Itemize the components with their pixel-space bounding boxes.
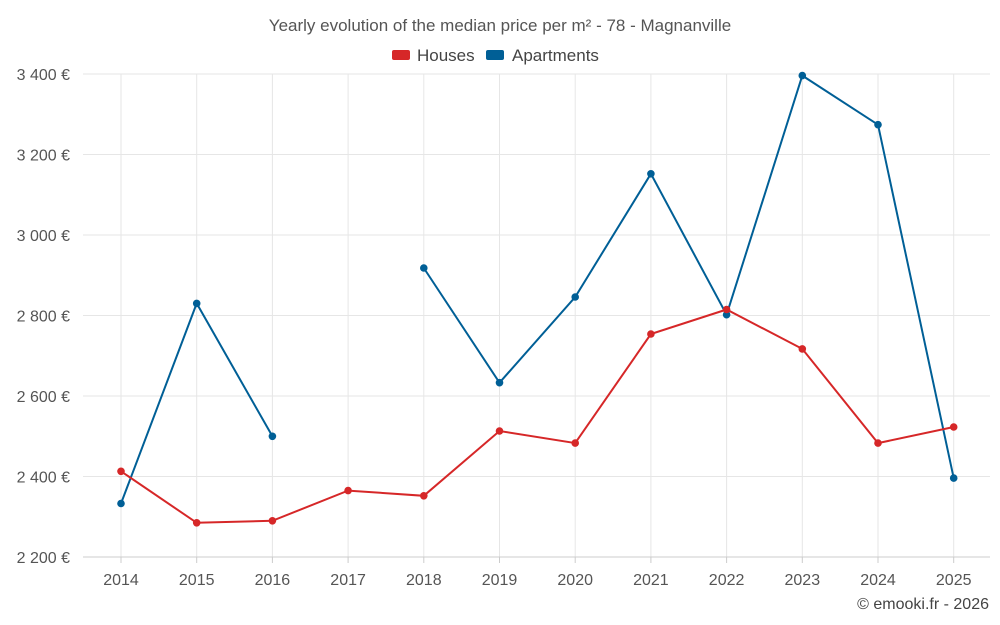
x-tick-label: 2025 — [936, 572, 972, 589]
data-point-apartments-2021[interactable] — [647, 170, 655, 178]
y-tick-label: 3 200 € — [17, 148, 70, 165]
x-tick-label: 2021 — [633, 572, 669, 589]
x-axis-ticks: 2014 2015 2016 2017 2018 2019 2020 2021 2022 2023… — [103, 557, 972, 589]
x-tick-label: 2016 — [255, 572, 291, 589]
data-point-houses-2021[interactable] — [647, 330, 655, 338]
legend-swatch-apartments — [486, 50, 504, 60]
data-point-houses-2025[interactable] — [949, 423, 958, 431]
data-point-apartments-2018[interactable] — [420, 264, 428, 272]
data-point-apartments-2024[interactable] — [874, 120, 882, 129]
data-point-apartments-2023[interactable] — [798, 71, 807, 80]
x-tick-label: 2015 — [179, 572, 215, 589]
data-point-houses-2024[interactable] — [874, 439, 882, 447]
y-tick-label: 3 000 € — [17, 228, 70, 245]
series — [117, 71, 958, 527]
data-point-apartments-2019[interactable] — [495, 378, 504, 387]
y-tick-label: 2 400 € — [17, 470, 70, 487]
data-point-apartments-2025[interactable] — [949, 474, 958, 482]
data-point-apartments-2020[interactable] — [571, 293, 579, 301]
x-tick-label: 2023 — [785, 572, 821, 589]
x-tick-label: 2020 — [557, 572, 593, 589]
data-point-apartments-2014[interactable] — [117, 499, 125, 508]
credit: © emooki.fr - 2026 — [857, 596, 989, 613]
data-point-houses-2020[interactable] — [571, 439, 579, 447]
x-tick-label: 2018 — [406, 572, 442, 589]
data-point-houses-2023[interactable] — [798, 345, 807, 353]
data-point-apartments-2022[interactable] — [722, 310, 731, 319]
data-point-houses-2019[interactable] — [495, 427, 504, 435]
series-line-houses — [120, 308, 954, 524]
x-tick-label: 2017 — [330, 572, 366, 589]
x-tick-label: 2024 — [860, 572, 896, 589]
legend-label-apartments: Apartments — [512, 46, 599, 65]
data-point-apartments-2016[interactable] — [268, 432, 277, 441]
legend-swatch-houses — [392, 50, 410, 60]
legend-item-houses[interactable]: Houses — [392, 46, 475, 65]
data-point-houses-2022[interactable] — [722, 305, 731, 314]
y-tick-label: 3 400 € — [17, 67, 70, 84]
data-point-houses-2017[interactable] — [344, 486, 352, 495]
y-tick-label: 2 600 € — [17, 389, 70, 406]
data-point-houses-2018[interactable] — [420, 492, 428, 500]
data-point-houses-2016[interactable] — [268, 517, 277, 525]
chart-title: Yearly evolution of the median price per… — [269, 16, 731, 35]
legend-item-apartments[interactable]: Apartments — [486, 46, 599, 65]
x-tick-label: 2019 — [482, 572, 518, 589]
data-point-apartments-2015[interactable] — [192, 299, 201, 308]
series-line-apartments — [422, 74, 955, 479]
y-axis-ticks: 2 200 € 2 400 € 2 600 € 2 800 € 3 000 € 3 200… — [17, 67, 70, 567]
grid — [83, 73, 990, 557]
x-tick-label: 2022 — [709, 572, 745, 589]
legend-label-houses: Houses — [417, 46, 475, 65]
data-point-houses-2015[interactable] — [192, 519, 201, 527]
y-tick-label: 2 800 € — [17, 309, 70, 326]
y-tick-label: 2 200 € — [17, 550, 70, 567]
data-point-houses-2014[interactable] — [117, 467, 125, 476]
legend: Houses Apartments — [392, 46, 599, 65]
x-tick-label: 2014 — [103, 572, 139, 589]
